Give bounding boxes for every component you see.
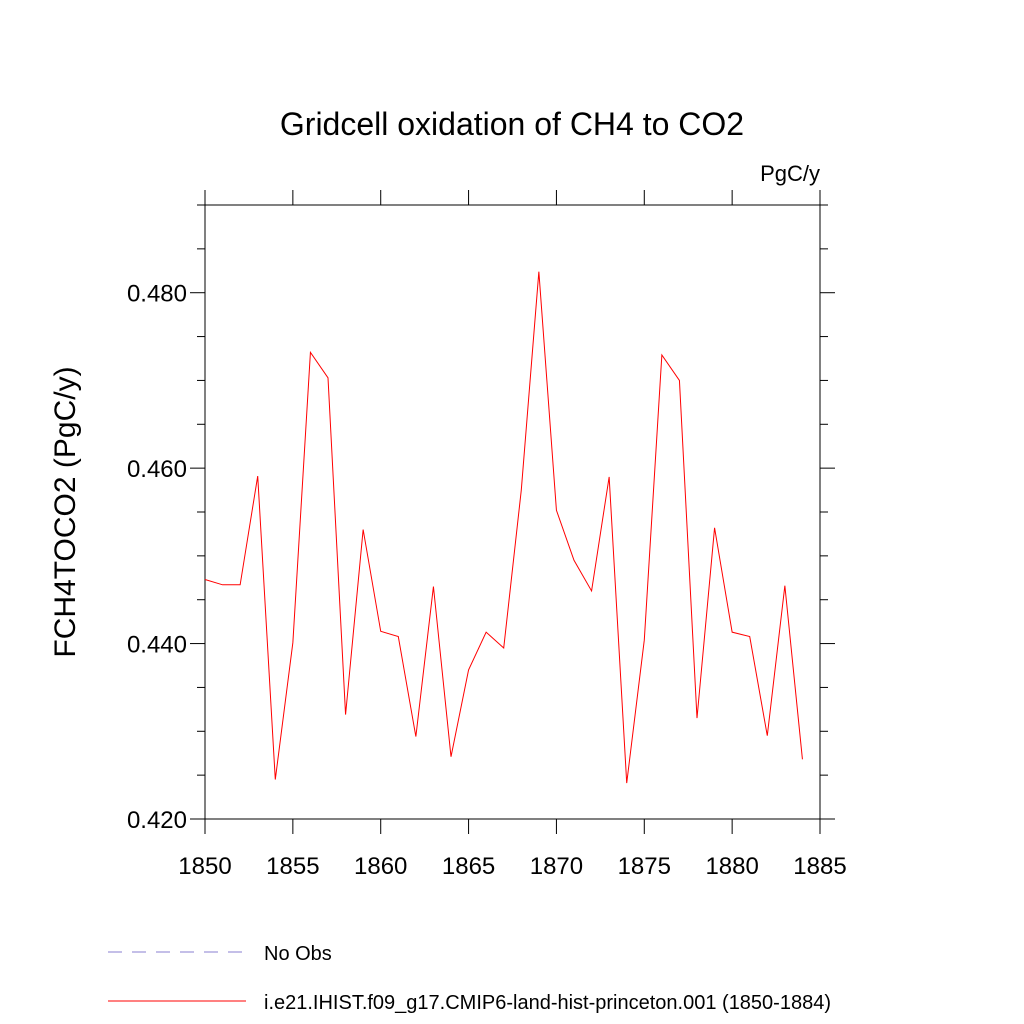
y-axis-label: FCH4TOCO2 (PgC/y): [49, 366, 82, 657]
x-tick-label: 1865: [442, 853, 495, 880]
data-line: [204, 271, 803, 784]
units-label: PgC/y: [760, 161, 820, 186]
x-tick-label: 1880: [705, 853, 758, 880]
y-tick-label: 0.480: [127, 281, 187, 308]
y-tick-label: 0.460: [127, 456, 187, 483]
x-tick-label: 1875: [618, 853, 671, 880]
legend-label: No Obs: [264, 943, 332, 965]
x-tick-label: 1855: [266, 853, 319, 880]
x-tick-label: 1885: [793, 853, 846, 880]
chart-title: Gridcell oxidation of CH4 to CO2: [280, 106, 744, 142]
x-tick-label: 1860: [354, 853, 407, 880]
x-tick-label: 1870: [530, 853, 583, 880]
plot-frame: [204, 204, 821, 820]
y-tick-label: 0.420: [127, 807, 187, 834]
legend-label: i.e21.IHIST.f09_g17.CMIP6-land-hist-prin…: [264, 992, 831, 1014]
y-tick-label: 0.440: [127, 632, 187, 659]
x-tick-label: 1850: [178, 853, 231, 880]
